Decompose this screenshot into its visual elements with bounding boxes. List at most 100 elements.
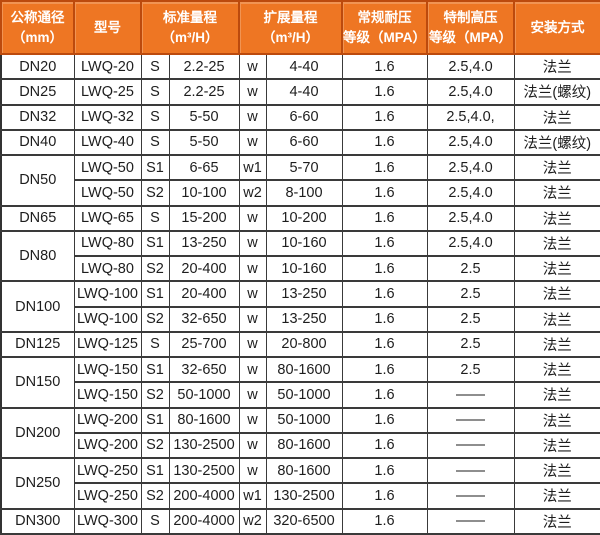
cell-extended-range: 80-1600 [265, 355, 343, 384]
cell-standard-range: 50-1000 [168, 381, 240, 409]
cell-regular-pressure: 1.6 [341, 330, 428, 359]
cell-installation: 法兰 [513, 305, 600, 333]
cell-installation: 法兰 [513, 482, 600, 510]
cell-ext-code: w [238, 128, 267, 157]
cell-standard-range: 20-400 [168, 254, 240, 283]
cell-model: LWQ-300 [73, 507, 142, 535]
cell-standard-range: 32-650 [168, 355, 240, 384]
cell-installation: 法兰 [513, 179, 600, 207]
header-high-pressure: 特制高压 等级（MPA） [426, 0, 515, 55]
cell-diameter: DN125 [0, 330, 75, 359]
cell-model: LWQ-40 [73, 128, 142, 157]
cell-extended-range: 8-100 [265, 179, 343, 207]
cell-regular-pressure: 1.6 [341, 355, 428, 384]
cell-high-pressure: —— [426, 381, 515, 409]
cell-high-pressure: 2.5 [426, 330, 515, 359]
cell-extended-range: 6-60 [265, 103, 343, 131]
cell-diameter: DN80 [0, 229, 75, 283]
cell-installation: 法兰 [513, 507, 600, 535]
cell-diameter: DN32 [0, 103, 75, 131]
cell-installation: 法兰 [513, 103, 600, 131]
cell-regular-pressure: 1.6 [341, 507, 428, 535]
header-standard-range: 标准量程 （m³/H） [140, 0, 240, 55]
cell-standard-range: 130-2500 [168, 431, 240, 460]
cell-high-pressure: —— [426, 456, 515, 485]
cell-ext-code: w [238, 280, 267, 308]
table-row: DN125 LWQ-125 S 25-700 w 20-800 1.6 2.5 … [0, 330, 600, 359]
cell-model: LWQ-250 [73, 456, 142, 485]
cell-diameter: DN20 [0, 52, 75, 81]
cell-ext-code: w [238, 305, 267, 333]
cell-diameter: DN200 [0, 406, 75, 459]
cell-diameter: DN250 [0, 457, 75, 510]
cell-range-code: S2 [140, 254, 170, 283]
cell-standard-range: 200-4000 [168, 482, 240, 510]
table-row: LWQ-80 S2 20-400 w 10-160 1.6 2.5 法兰 [1, 254, 600, 283]
table-row: DN40 LWQ-40 S 5-50 w 6-60 1.6 2.5,4.0 法兰… [0, 128, 600, 157]
table-row: DN100 LWQ-100 S1 20-400 w 13-250 1.6 2.5… [0, 280, 600, 333]
cell-high-pressure: 2.5,4.0 [426, 52, 515, 81]
cell-extended-range: 6-60 [265, 128, 343, 157]
cell-range-code: S1 [140, 229, 170, 258]
cell-regular-pressure: 1.6 [341, 381, 428, 409]
cell-high-pressure: 2.5,4.0 [426, 229, 515, 258]
cell-standard-range: 32-650 [168, 305, 240, 333]
table-row: DN250 LWQ-250 S1 130-2500 w 80-1600 1.6 … [0, 456, 600, 510]
header-extended-range: 扩展量程 （m³/H） [238, 0, 343, 55]
cell-range-code: S [140, 330, 170, 359]
cell-model: LWQ-100 [73, 280, 142, 308]
cell-installation: 法兰 [513, 431, 600, 460]
cell-high-pressure: —— [426, 431, 515, 460]
cell-regular-pressure: 1.6 [341, 305, 428, 333]
cell-model: LWQ-65 [73, 204, 142, 232]
table-body: DN20 LWQ-20 S 2.2-25 w 4-40 1.6 2.5,4.0 … [0, 52, 600, 535]
cell-high-pressure: 2.5 [426, 355, 515, 384]
cell-high-pressure: —— [426, 482, 515, 510]
cell-range-code: S [140, 128, 170, 157]
cell-ext-code: w [238, 431, 267, 460]
cell-model: LWQ-50 [73, 179, 142, 207]
cell-standard-range: 2.2-25 [168, 78, 240, 106]
cell-ext-code: w [238, 355, 267, 384]
cell-installation: 法兰 [513, 52, 600, 81]
cell-installation: 法兰 [513, 280, 600, 308]
cell-high-pressure: 2.5 [426, 305, 515, 333]
cell-installation: 法兰 [513, 254, 600, 283]
cell-range-code: S [140, 52, 170, 81]
cell-range-code: S [140, 507, 170, 535]
header-row: 公称通径 （mm） 型号 标准量程 （m³/H） 扩展量程 （m³/H） 常规耐… [0, 0, 600, 55]
cell-regular-pressure: 1.6 [341, 280, 428, 308]
cell-extended-range: 130-2500 [265, 482, 343, 510]
table-row: DN32 LWQ-32 S 5-50 w 6-60 1.6 2.5,4.0, 法… [0, 103, 600, 131]
cell-standard-range: 200-4000 [168, 507, 240, 535]
cell-extended-range: 10-160 [265, 229, 343, 258]
cell-regular-pressure: 1.6 [341, 52, 428, 81]
cell-extended-range: 320-6500 [265, 507, 343, 535]
cell-standard-range: 130-2500 [168, 456, 240, 485]
table-row: DN50 LWQ-50 S1 6-65 w1 5-70 1.6 2.5,4.0 … [0, 153, 600, 207]
cell-range-code: S1 [140, 456, 170, 485]
cell-regular-pressure: 1.6 [341, 179, 428, 207]
header-regular-pressure: 常规耐压 等级（MPA） [341, 0, 428, 55]
cell-regular-pressure: 1.6 [341, 229, 428, 258]
cell-range-code: S2 [140, 482, 170, 510]
cell-standard-range: 13-250 [168, 229, 240, 258]
cell-high-pressure: 2.5,4.0 [426, 78, 515, 106]
cell-model: LWQ-80 [73, 254, 142, 283]
cell-extended-range: 20-800 [265, 330, 343, 359]
header-model: 型号 [73, 0, 142, 55]
cell-ext-code: w [238, 103, 267, 131]
cell-model: LWQ-25 [73, 78, 142, 106]
table-row: LWQ-150 S2 50-1000 w 50-1000 1.6 —— 法兰 [1, 381, 600, 409]
cell-range-code: S [140, 204, 170, 232]
cell-installation: 法兰 [513, 381, 600, 409]
cell-standard-range: 10-100 [168, 179, 240, 207]
cell-model: LWQ-250 [73, 482, 142, 510]
cell-extended-range: 4-40 [265, 78, 343, 106]
cell-diameter: DN100 [0, 280, 75, 333]
cell-installation: 法兰 [513, 406, 600, 434]
cell-ext-code: w [238, 204, 267, 232]
cell-diameter: DN300 [0, 507, 75, 535]
cell-range-code: S2 [140, 179, 170, 207]
